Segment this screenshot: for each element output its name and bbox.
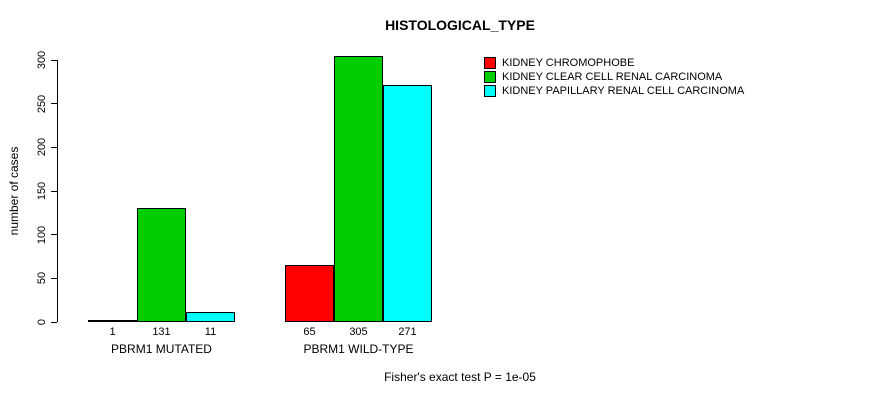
y-axis-tick [51,146,57,148]
bar-value-label: 131 [152,326,171,338]
legend-swatch [484,57,496,69]
plot-area: 0 50 100 150 200 250 300 1 131 11 PBRM1 MUTATED 65 3… [36,45,457,356]
legend-label: KIDNEY CLEAR CELL RENAL CARCINOMA [502,71,723,83]
stats-footer: Fisher's exact test P = 1e-05 [384,370,536,384]
y-axis-tick [51,103,57,105]
bar-value-label: 11 [204,326,217,338]
bar-value-label: 271 [398,326,417,338]
legend-item: KIDNEY CHROMOPHOBE [484,56,744,70]
bar [334,56,383,322]
y-axis-tick-label: 200 [36,138,48,157]
bar [186,312,235,322]
y-axis-tick [51,277,57,279]
bar [285,265,334,322]
y-axis-tick-label: 250 [36,94,48,113]
category-label: PBRM1 WILD-TYPE [303,342,414,356]
category-label: PBRM1 MUTATED [111,342,212,356]
legend-swatch [484,71,496,83]
y-axis-tick-label: 300 [36,50,48,70]
y-axis-tick-label: 50 [36,272,48,285]
bar [88,320,137,322]
legend: KIDNEY CHROMOPHOBE KIDNEY CLEAR CELL RENA… [484,56,744,98]
chart-title: HISTOLOGICAL_TYPE [385,17,535,33]
bar [137,208,186,322]
y-axis-label: number of cases [7,146,21,236]
legend-label: KIDNEY PAPILLARY RENAL CELL CARCINOMA [502,85,745,97]
bar-value-label: 65 [303,326,316,338]
y-axis-tick-label: 100 [36,225,48,244]
legend-item: KIDNEY PAPILLARY RENAL CELL CARCINOMA [484,84,744,98]
bar [383,85,432,322]
y-axis-tick-label: 150 [36,181,48,201]
y-axis-tick [51,234,57,236]
y-axis-tick [51,59,57,61]
legend-swatch [484,85,496,97]
y-axis-tick-label: 0 [36,318,48,326]
bar-value-label: 1 [109,326,116,338]
bar-value-label: 305 [349,326,368,338]
y-axis-tick [51,190,57,192]
y-axis-line [57,60,58,322]
legend-label: KIDNEY CHROMOPHOBE [502,57,635,69]
legend-item: KIDNEY CLEAR CELL RENAL CARCINOMA [484,70,744,84]
y-axis-tick [51,321,57,323]
